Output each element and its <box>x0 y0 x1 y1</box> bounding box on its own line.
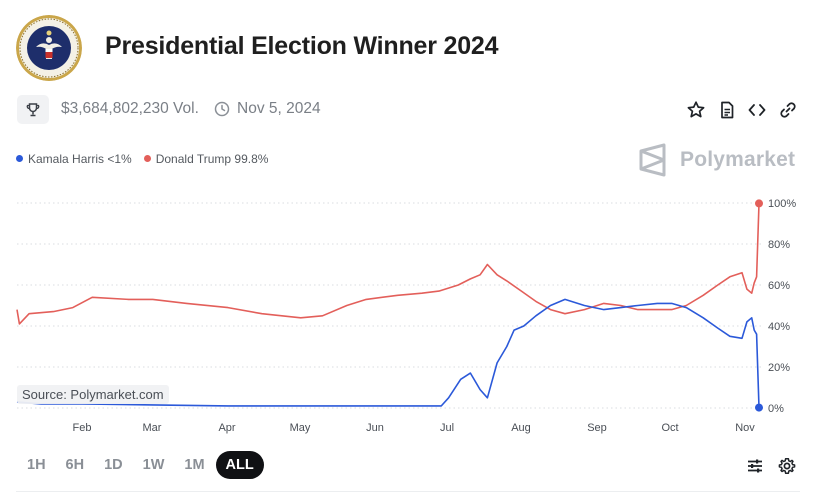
bottom-divider <box>16 491 800 492</box>
x-tick-label: Oct <box>661 422 678 434</box>
range-button-1m[interactable]: 1M <box>184 457 205 473</box>
copy-link-button[interactable] <box>777 99 799 121</box>
series-endpoint-kamala-harris <box>755 403 763 412</box>
y-tick-label: 0% <box>768 403 784 415</box>
price-chart[interactable]: 0% 20% 40% 60% 80% 100% Feb Mar Apr May Jun Jul Aug S… <box>0 0 829 440</box>
y-tick-label: 40% <box>768 321 790 333</box>
series-line-donald-trump <box>16 203 760 325</box>
x-tick-label: Jun <box>366 422 384 434</box>
page-title: Presidential Election Winner 2024 <box>105 32 499 60</box>
range-button-1d[interactable]: 1D <box>104 457 123 473</box>
star-icon <box>687 101 705 118</box>
range-button-1w[interactable]: 1W <box>142 457 165 473</box>
trophy-icon <box>26 102 40 116</box>
x-tick-label: Feb <box>73 422 92 434</box>
y-tick-label: 20% <box>768 362 790 374</box>
x-tick-label: Apr <box>218 422 235 434</box>
legend-dot <box>143 155 151 162</box>
legend-label: Kamala Harris <1% <box>28 152 132 166</box>
x-tick-label: Sep <box>587 422 607 434</box>
trophy-button[interactable] <box>17 95 49 124</box>
polymarket-logo-icon <box>639 143 666 177</box>
y-tick-label: 60% <box>768 280 790 292</box>
clock-icon <box>214 101 230 117</box>
brand-name: Polymarket <box>680 148 796 171</box>
x-tick-label: Nov <box>735 422 755 434</box>
x-tick-label: Aug <box>511 422 531 434</box>
polymarket-brand: Polymarket <box>638 143 795 177</box>
volume-text: $3,684,802,230 Vol. <box>61 100 199 117</box>
embed-button[interactable] <box>746 99 768 121</box>
code-icon <box>748 104 766 116</box>
presidential-seal-icon <box>16 15 82 81</box>
legend-item-harris[interactable]: Kamala Harris <1% <box>16 152 132 166</box>
sliders-icon <box>748 459 762 473</box>
chart-filters-button[interactable] <box>745 456 765 476</box>
range-button-all[interactable]: ALL <box>215 451 264 479</box>
x-tick-label: Jul <box>440 422 454 434</box>
chart-legend: Kamala Harris <1% Donald Trump 99.8% <box>16 152 268 166</box>
range-button-1h[interactable]: 1H <box>27 457 46 473</box>
y-tick-label: 100% <box>768 198 796 210</box>
chart-settings-button[interactable] <box>777 456 797 476</box>
y-tick-label: 80% <box>768 239 790 251</box>
time-range-selector: 1H 6H 1D 1W 1M ALL <box>18 451 264 479</box>
series-line-kamala-harris <box>16 298 760 408</box>
bookmark-button[interactable] <box>685 99 707 121</box>
gear-icon <box>778 458 796 474</box>
x-tick-label: May <box>290 422 311 434</box>
source-label: Source: Polymarket.com <box>17 385 169 404</box>
series-endpoint-donald-trump <box>755 199 763 208</box>
legend-label: Donald Trump 99.8% <box>155 152 269 166</box>
legend-item-trump[interactable]: Donald Trump 99.8% <box>143 152 269 166</box>
link-icon <box>780 102 796 118</box>
range-button-6h[interactable]: 6H <box>65 457 85 473</box>
end-date-text: Nov 5, 2024 <box>237 100 321 117</box>
legend-dot <box>16 155 23 162</box>
document-button[interactable] <box>716 99 738 121</box>
document-icon <box>721 101 734 119</box>
x-tick-label: Mar <box>143 422 162 434</box>
